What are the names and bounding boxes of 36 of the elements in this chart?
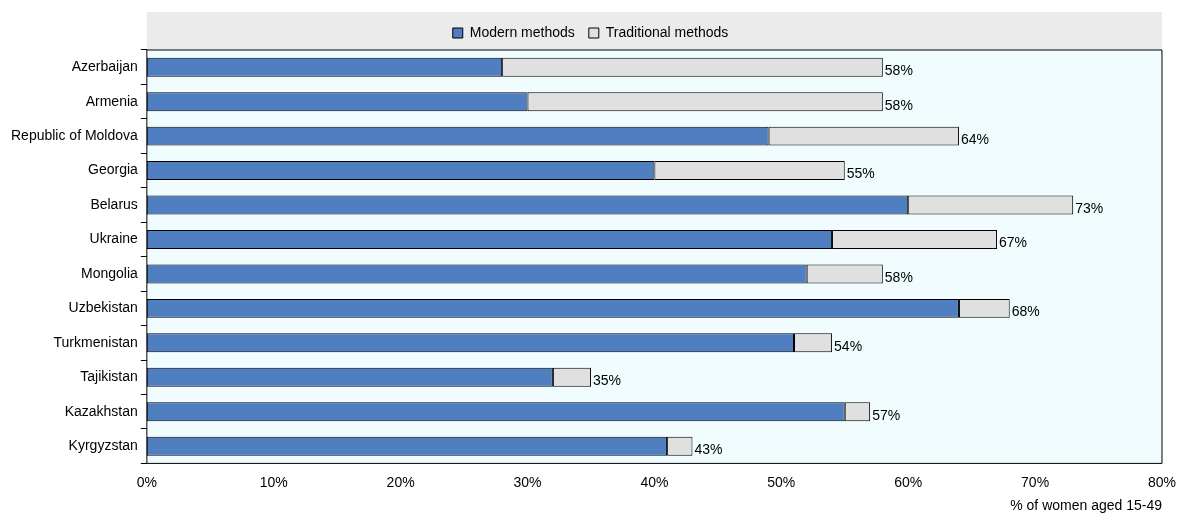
total-label: 43% <box>694 441 723 458</box>
y-tick-label: Turkmenistan <box>53 333 138 350</box>
total-label: 55% <box>846 165 875 182</box>
x-tick-label: 10% <box>259 473 288 490</box>
total-label: 58% <box>884 268 913 285</box>
legend-label: Traditional methods <box>605 23 729 40</box>
x-tick-label: 80% <box>1147 473 1177 490</box>
y-tick-label: Uzbekistan <box>68 299 138 316</box>
x-tick-label: 60% <box>894 473 923 490</box>
x-tick-label: 70% <box>1021 473 1050 490</box>
x-tick-label: 50% <box>767 473 796 490</box>
y-tick-label: Republic of Moldova <box>10 126 139 143</box>
x-tick-label: 20% <box>386 473 415 490</box>
y-tick-label: Tajikistan <box>80 368 138 385</box>
y-tick-label: Azerbaijan <box>71 58 138 75</box>
x-tick-label: 30% <box>513 473 542 490</box>
y-tick-label: Mongolia <box>81 264 139 281</box>
x-axis-title: % of women aged 15-49 <box>1010 497 1163 514</box>
total-label: 35% <box>592 372 621 389</box>
total-label: 58% <box>884 96 913 113</box>
total-label: 58% <box>884 62 913 79</box>
total-label: 54% <box>834 337 863 354</box>
y-tick-label: Belarus <box>90 195 138 212</box>
x-tick-label: 0% <box>136 473 157 490</box>
x-tick-label: 40% <box>640 473 669 490</box>
y-tick-label: Kyrgyzstan <box>68 437 138 454</box>
total-label: 64% <box>960 130 989 147</box>
y-tick-label: Armenia <box>85 92 139 109</box>
total-label: 67% <box>999 234 1028 251</box>
y-tick-label: Ukraine <box>89 230 139 247</box>
y-tick-label: Kazakhstan <box>64 402 138 419</box>
total-label: 73% <box>1075 199 1104 216</box>
total-label: 68% <box>1011 303 1040 320</box>
total-label: 57% <box>872 406 901 423</box>
legend-label: Modern methods <box>469 23 575 40</box>
y-tick-label: Georgia <box>88 161 139 178</box>
